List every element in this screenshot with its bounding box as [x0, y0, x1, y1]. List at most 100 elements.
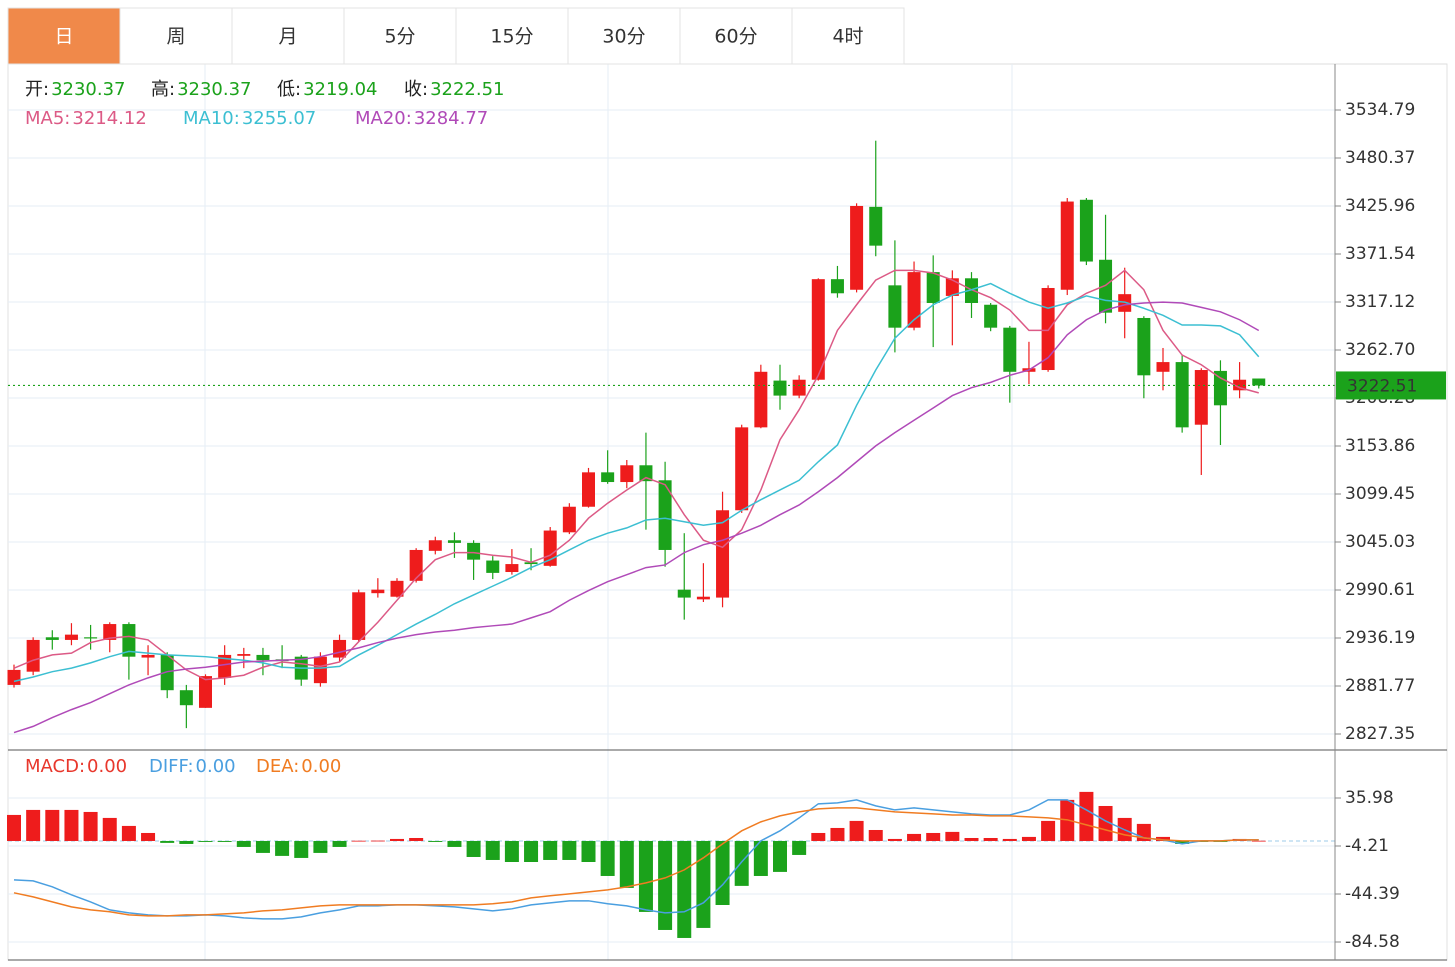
candle-body: [237, 654, 251, 656]
readout: MACD: 0.00: [25, 756, 127, 777]
readout-label: 低:: [277, 79, 301, 100]
tab[interactable]: 5分: [343, 7, 457, 65]
macd-bar: [543, 840, 558, 860]
macd-bar: [1041, 820, 1056, 841]
readout-value: 3214.12: [72, 108, 146, 129]
candle-body: [888, 285, 902, 328]
macd-bar: [562, 840, 577, 860]
tab[interactable]: 周: [119, 7, 233, 65]
candle-body: [735, 427, 749, 511]
macd-bar: [638, 840, 653, 912]
tab[interactable]: 日: [7, 7, 121, 65]
tab-label[interactable]: 周: [166, 26, 185, 48]
candle-body: [7, 669, 21, 685]
tab-label[interactable]: 5分: [384, 26, 415, 48]
macd-bar: [504, 840, 519, 862]
candle-body: [945, 278, 959, 296]
macd-bar: [447, 840, 462, 847]
tab[interactable]: 15分: [455, 7, 569, 65]
tab-background[interactable]: [679, 7, 793, 65]
macd-bar: [217, 840, 232, 842]
y-tick-label: 2936.19: [1345, 628, 1415, 648]
candle-body: [333, 639, 347, 658]
candle-body: [1175, 362, 1189, 428]
tab-label[interactable]: 30分: [602, 26, 645, 48]
ma-line: [13, 269, 1259, 681]
tab-label[interactable]: 月: [278, 26, 297, 48]
candle-body: [486, 560, 500, 573]
readout: 高: 3230.37: [151, 79, 252, 100]
tab-label[interactable]: 15分: [490, 26, 533, 48]
candle-body: [1003, 327, 1017, 372]
tab[interactable]: 30分: [567, 7, 681, 65]
macd-bar: [198, 840, 213, 842]
tab[interactable]: 4时: [791, 7, 905, 65]
readout-value: 3222.51: [430, 79, 504, 100]
readout-value: 3255.07: [242, 108, 316, 129]
readout-label: DIFF:: [149, 756, 194, 777]
macd-bar: [926, 832, 941, 841]
macd-bar: [7, 814, 21, 841]
tab[interactable]: 月: [231, 7, 345, 65]
tab[interactable]: 60分: [679, 7, 793, 65]
macd-bar: [600, 840, 615, 876]
y-tick-label: 35.98: [1345, 788, 1394, 808]
readout: MA5: 3214.12: [25, 108, 147, 129]
tab-label[interactable]: 4时: [832, 26, 863, 48]
readout-label: DEA:: [256, 756, 299, 777]
macd-bar: [275, 840, 290, 856]
candle-body: [447, 540, 461, 543]
macd-bar: [409, 837, 424, 841]
macd-bar: [658, 840, 673, 930]
readout-label: MACD:: [25, 756, 85, 777]
y-tick-label: -44.39: [1345, 884, 1400, 904]
macd-bar: [945, 831, 960, 841]
macd-bar: [1098, 805, 1113, 841]
candle-body: [696, 596, 710, 600]
macd-bar: [1079, 791, 1094, 841]
candle-body: [869, 206, 883, 246]
candle-body: [409, 549, 423, 581]
tab-background[interactable]: [343, 7, 457, 65]
y-tick-label: 3045.03: [1345, 532, 1415, 552]
readout-value: 3284.77: [414, 108, 488, 129]
y-tick-label: 3262.70: [1345, 340, 1415, 360]
tab-label[interactable]: 日: [54, 26, 73, 48]
candle-body: [907, 272, 921, 328]
macd-bar: [485, 840, 500, 860]
macd-bar: [390, 838, 404, 841]
readout-value: 3230.37: [177, 79, 251, 100]
candle-body: [256, 654, 270, 661]
tab-background[interactable]: [791, 7, 905, 65]
grid-layer: 3534.79 3480.37 3425.96 3371.54 3317.12 3262.…: [8, 100, 1415, 952]
candle-body: [218, 654, 232, 678]
candle-body: [601, 472, 615, 483]
tab-background[interactable]: [7, 7, 121, 65]
y-tick-label: 2990.61: [1345, 580, 1415, 600]
y-tick-label: 3534.79: [1345, 100, 1415, 120]
candle-body: [620, 465, 634, 483]
candle-body: [1060, 201, 1074, 290]
macd-bar: [811, 832, 826, 841]
candle-body: [639, 465, 653, 482]
macd-line: [13, 807, 1259, 917]
macd-bar: [313, 840, 328, 853]
candle-body: [1194, 370, 1208, 425]
y-tick-label: -84.58: [1345, 932, 1400, 952]
tab-label[interactable]: 60分: [714, 26, 757, 48]
macd-bar: [1002, 838, 1017, 841]
tab-background[interactable]: [119, 7, 233, 65]
macd-bar: [255, 840, 270, 853]
candle-body: [45, 637, 59, 640]
macd-bar: [734, 840, 749, 886]
y-tick-label: 3153.86: [1345, 436, 1415, 456]
candle-body: [1099, 259, 1113, 313]
readout: DIFF: 0.00: [149, 756, 236, 777]
macd-bar: [619, 840, 634, 888]
candle-body: [677, 589, 691, 598]
macd-bar: [581, 840, 596, 862]
readout: DEA: 0.00: [256, 756, 341, 777]
candle-body: [141, 654, 155, 658]
